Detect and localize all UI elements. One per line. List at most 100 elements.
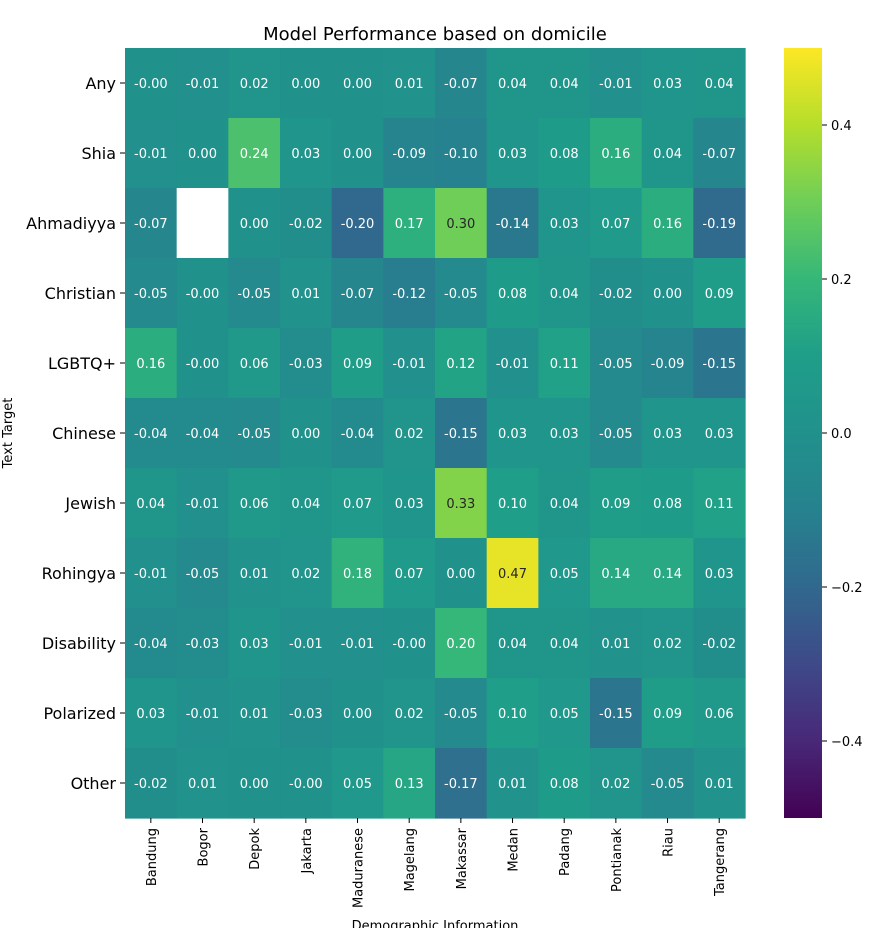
heatmap-cell (383, 538, 436, 609)
heatmap-cell (486, 118, 539, 189)
heatmap-cell (693, 748, 746, 819)
x-axis-label: Demographic Information (352, 919, 519, 928)
heatmap-cell-label: 0.03 (395, 497, 424, 512)
heatmap-cell (125, 538, 178, 609)
heatmap-cell (176, 328, 229, 399)
heatmap-cell (125, 678, 178, 749)
heatmap-cell (641, 328, 694, 399)
heatmap-cell-label: 0.00 (291, 427, 320, 442)
heatmap-cell-label: 0.00 (343, 77, 372, 92)
heatmap-cell-label: 0.10 (498, 707, 527, 722)
heatmap-cell-label: 0.16 (136, 357, 165, 372)
y-axis-label: Text Target (1, 398, 16, 470)
colorbar-tick-label: 0.0 (831, 427, 852, 442)
heatmap-cell-label: 0.00 (343, 707, 372, 722)
heatmap-cell (641, 678, 694, 749)
x-tick-label: Pontianak (610, 828, 625, 892)
heatmap-cell (486, 678, 539, 749)
heatmap-cell-label: 0.04 (498, 637, 527, 652)
heatmap-cell (176, 258, 229, 329)
heatmap-cell (435, 398, 488, 469)
heatmap-cell (176, 538, 229, 609)
heatmap-cell-label: 0.08 (550, 147, 579, 162)
heatmap-cell (538, 188, 591, 259)
heatmap-cell (280, 608, 333, 679)
heatmap-cell-label: 0.24 (240, 147, 269, 162)
heatmap-cell-label: -0.03 (186, 637, 220, 652)
heatmap-cell-label: -0.05 (134, 287, 168, 302)
heatmap-cell (641, 258, 694, 329)
x-tick-label: Magelang (403, 828, 418, 892)
y-tick-label: Ahmadiyya (26, 214, 116, 233)
y-tick-label: Rohingya (42, 564, 116, 583)
heatmap-cell-label: 0.01 (395, 77, 424, 92)
heatmap-cell-label: -0.03 (289, 357, 323, 372)
heatmap-cell (435, 328, 488, 399)
heatmap-cell-label: 0.00 (291, 77, 320, 92)
heatmap-cell (693, 398, 746, 469)
heatmap-cell (176, 748, 229, 819)
heatmap-cell-label: 0.02 (240, 77, 269, 92)
heatmap-cell-label: 0.00 (653, 287, 682, 302)
heatmap-cell-label: -0.05 (237, 287, 271, 302)
heatmap-cell-label: -0.07 (134, 217, 168, 232)
heatmap-cell-label: 0.02 (395, 707, 424, 722)
x-tick-label: Maduranese (352, 828, 367, 908)
heatmap-cell (435, 538, 488, 609)
heatmap-cell-label: 0.04 (550, 287, 579, 302)
heatmap-cell (538, 748, 591, 819)
heatmap-cell-label: -0.02 (599, 287, 633, 302)
heatmap-cell-label: 0.01 (498, 777, 527, 792)
y-tick-label: LGBTQ+ (48, 354, 116, 373)
heatmap-cell-label: 0.09 (705, 287, 734, 302)
heatmap-cell-label: 0.03 (705, 567, 734, 582)
heatmap-cell (435, 48, 488, 119)
heatmap-cell (383, 468, 436, 539)
heatmap-cell-labels: -0.00 -0.01 0.02 0.00 0.00 0.01 -0.07 0.04 0.04 -… (134, 77, 736, 792)
heatmap-cell (176, 468, 229, 539)
heatmap-cell (228, 468, 281, 539)
heatmap-cell-label: -0.10 (444, 147, 478, 162)
heatmap-cell-label: -0.05 (651, 777, 685, 792)
heatmap-cell-label: 0.06 (240, 357, 269, 372)
heatmap-cell-label: -0.04 (186, 427, 220, 442)
heatmap-cell-label: -0.09 (392, 147, 426, 162)
heatmap-cell-label: -0.02 (134, 777, 168, 792)
heatmap-cell-label: 0.01 (291, 287, 320, 302)
heatmap-cell-label: 0.00 (188, 147, 217, 162)
heatmap-cell-label: -0.15 (444, 427, 478, 442)
heatmap-cell (590, 538, 643, 609)
x-tick-label: Tangerang (713, 828, 728, 897)
y-tick-label: Jewish (64, 494, 116, 513)
heatmap-cell-label: -0.01 (341, 637, 375, 652)
heatmap-cell-label: -0.05 (599, 427, 633, 442)
heatmap-cell-label: 0.03 (653, 77, 682, 92)
heatmap-cell (538, 538, 591, 609)
heatmap-cell-label: 0.33 (446, 497, 475, 512)
heatmap-cell-label: 0.09 (601, 497, 630, 512)
heatmap-cell-label: -0.07 (444, 77, 478, 92)
heatmap-cell-label: 0.47 (498, 567, 527, 582)
heatmap-cell-label: -0.20 (341, 217, 375, 232)
heatmap-cell-label: 0.03 (550, 217, 579, 232)
heatmap-cell (125, 188, 178, 259)
heatmap-cell-label: -0.01 (186, 77, 220, 92)
heatmap-cell (280, 538, 333, 609)
heatmap-cell (228, 48, 281, 119)
y-tick-label: Christian (45, 284, 116, 303)
heatmap-cell (590, 118, 643, 189)
heatmap-cell (435, 608, 488, 679)
colorbar-tick-label: −0.4 (831, 735, 863, 750)
heatmap-cell (176, 188, 229, 259)
heatmap-cell-label: -0.17 (444, 777, 478, 792)
heatmap-cell (383, 748, 436, 819)
heatmap-cell-label: -0.14 (496, 217, 530, 232)
y-tick-label: Disability (42, 634, 116, 653)
heatmap-cell-label: 0.06 (705, 707, 734, 722)
heatmap-cell-label: 0.07 (343, 497, 372, 512)
heatmap-cell-label: -0.05 (444, 287, 478, 302)
heatmap-cell (125, 398, 178, 469)
heatmap-cell-label: -0.04 (134, 427, 168, 442)
heatmap-cell-label: -0.15 (599, 707, 633, 722)
